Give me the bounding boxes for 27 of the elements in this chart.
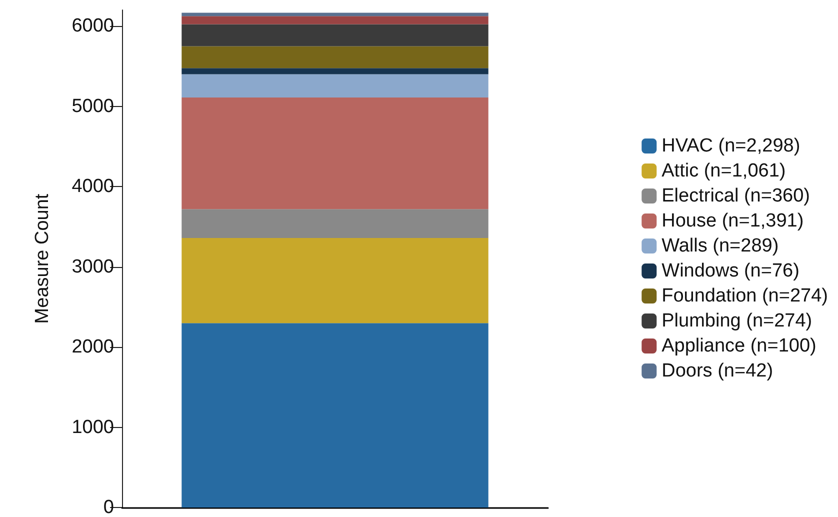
legend-label: House (n=1,391) bbox=[662, 210, 804, 232]
y-tick-label: 1000 bbox=[72, 416, 114, 438]
legend-label: Walls (n=289) bbox=[662, 236, 779, 256]
bar bbox=[182, 209, 488, 238]
legend-label: Plumbing (n=274) bbox=[662, 310, 812, 332]
legend-label: Doors (n=42) bbox=[662, 360, 774, 382]
y-tick-label: 0 bbox=[103, 497, 114, 517]
legend-label: Appliance (n=100) bbox=[662, 336, 816, 356]
bar bbox=[182, 16, 488, 24]
bar bbox=[182, 323, 488, 508]
legend-label: HVAC (n=2,298) bbox=[662, 136, 800, 156]
y-tick-label: 4000 bbox=[72, 176, 114, 198]
y-tick-label: 2000 bbox=[72, 336, 114, 358]
legend-label: Electrical (n=360) bbox=[662, 186, 810, 206]
y-axis-title: Measure Count bbox=[32, 193, 53, 324]
y-tick-label: 3000 bbox=[72, 256, 114, 278]
bar bbox=[182, 68, 488, 74]
bar bbox=[182, 97, 488, 210]
bar bbox=[182, 238, 488, 324]
bar bbox=[182, 46, 488, 68]
y-tick-label: 6000 bbox=[72, 16, 114, 37]
legend-label: Attic (n=1,061) bbox=[662, 160, 786, 182]
bar bbox=[182, 74, 488, 98]
legend-label: Windows (n=76) bbox=[662, 260, 800, 282]
y-tick-label: 5000 bbox=[72, 96, 114, 117]
legend-label: Foundation (n=274) bbox=[662, 286, 828, 306]
bar bbox=[182, 24, 488, 46]
